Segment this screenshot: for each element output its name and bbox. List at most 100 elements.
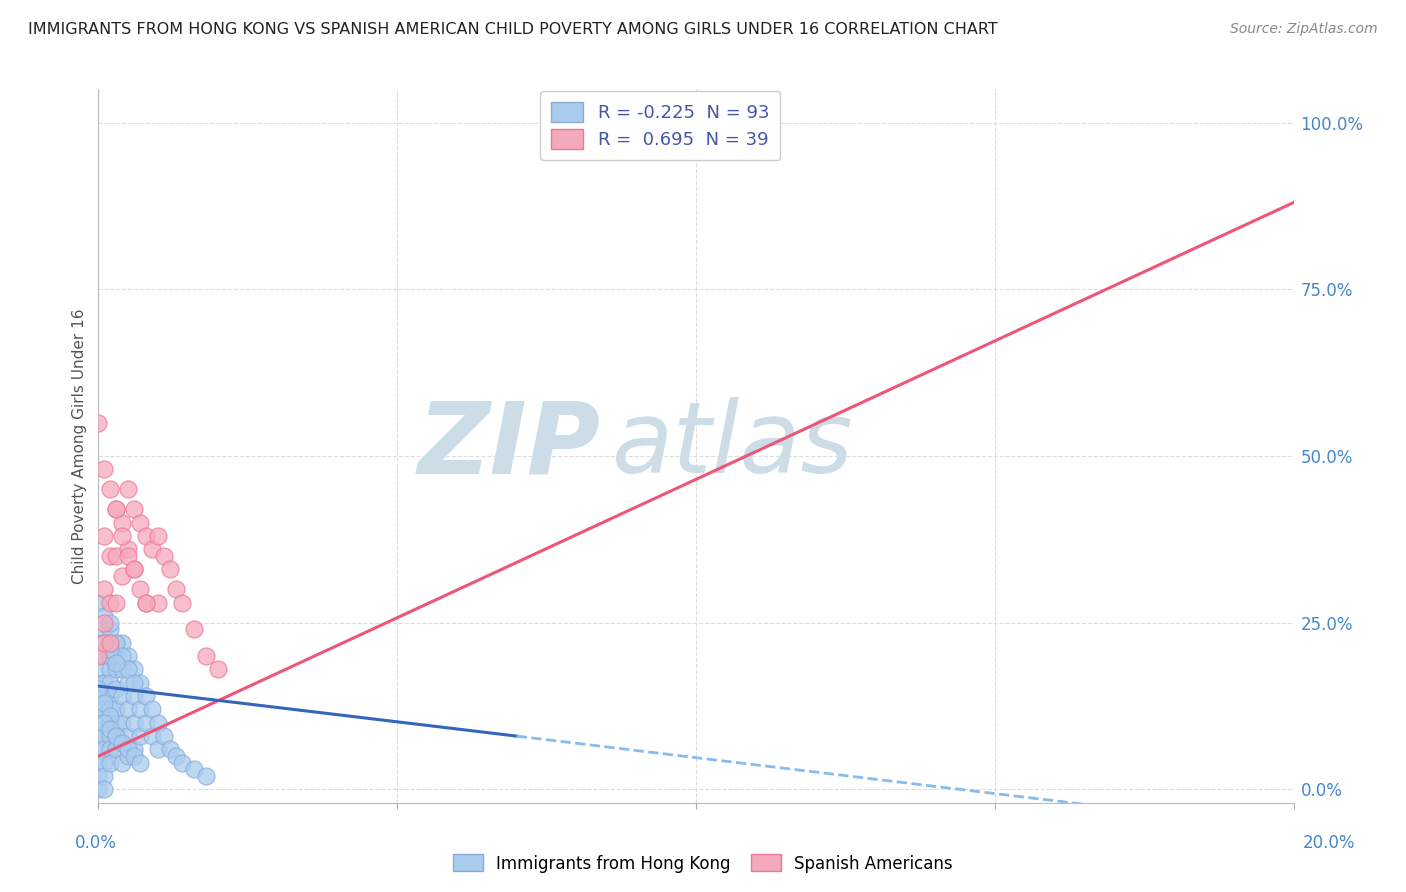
Point (117, 649, 139, 664)
Point (117, 662, 139, 676)
Point (111, 662, 134, 676)
Point (87, 596, 110, 610)
Point (111, 569, 134, 583)
Point (129, 675, 152, 690)
Point (124, 662, 146, 676)
Text: ZIP: ZIP (418, 398, 600, 494)
Point (172, 756, 194, 770)
Point (98, 715, 122, 730)
Point (117, 729, 139, 743)
Point (105, 596, 128, 610)
Point (135, 715, 157, 730)
Point (98, 689, 122, 703)
Point (93, 729, 115, 743)
Point (117, 483, 139, 497)
Point (172, 596, 194, 610)
Point (129, 516, 152, 530)
Point (87, 689, 110, 703)
Point (129, 702, 152, 716)
Point (135, 689, 157, 703)
Point (93, 462, 115, 476)
Text: 0.0%: 0.0% (75, 834, 117, 852)
Point (98, 483, 122, 497)
Point (124, 749, 146, 764)
Point (93, 615, 115, 630)
Point (183, 623, 205, 637)
Point (105, 502, 128, 516)
Point (135, 529, 157, 543)
Point (117, 542, 139, 557)
Point (195, 649, 218, 664)
Point (124, 502, 146, 516)
Point (105, 502, 128, 516)
Point (98, 642, 122, 657)
Point (117, 675, 139, 690)
Point (105, 702, 128, 716)
Point (124, 562, 146, 576)
Point (105, 682, 128, 697)
Point (111, 649, 134, 664)
Text: 20.0%: 20.0% (1302, 834, 1355, 852)
Point (93, 689, 115, 703)
Point (93, 609, 115, 624)
Point (98, 615, 122, 630)
Point (105, 742, 128, 756)
Point (98, 649, 122, 664)
Point (141, 729, 163, 743)
Legend: R = -0.225  N = 93, R =  0.695  N = 39: R = -0.225 N = 93, R = 0.695 N = 39 (540, 91, 780, 160)
Point (93, 756, 115, 770)
Point (93, 782, 115, 797)
Point (105, 636, 128, 650)
Point (105, 715, 128, 730)
Text: IMMIGRANTS FROM HONG KONG VS SPANISH AMERICAN CHILD POVERTY AMONG GIRLS UNDER 16: IMMIGRANTS FROM HONG KONG VS SPANISH AME… (28, 22, 998, 37)
Point (93, 742, 115, 756)
Point (165, 582, 187, 597)
Point (87, 756, 110, 770)
Point (111, 736, 134, 750)
Point (93, 715, 115, 730)
Point (105, 636, 128, 650)
Point (105, 729, 128, 743)
Point (105, 649, 128, 664)
Point (111, 689, 134, 703)
Point (98, 729, 122, 743)
Point (98, 702, 122, 716)
Point (153, 729, 176, 743)
Point (111, 715, 134, 730)
Point (148, 742, 170, 756)
Point (93, 675, 115, 690)
Point (93, 636, 115, 650)
Point (98, 742, 122, 756)
Point (87, 769, 110, 783)
Point (124, 715, 146, 730)
Point (98, 623, 122, 637)
Point (98, 709, 122, 723)
Text: atlas: atlas (613, 398, 853, 494)
Point (93, 636, 115, 650)
Point (135, 596, 157, 610)
Point (105, 656, 128, 670)
Point (98, 723, 122, 737)
Point (98, 596, 122, 610)
Point (87, 702, 110, 716)
Point (141, 542, 163, 557)
Point (87, 782, 110, 797)
Point (124, 689, 146, 703)
Point (129, 729, 152, 743)
Point (93, 662, 115, 676)
Point (87, 682, 110, 697)
Point (98, 636, 122, 650)
Point (93, 769, 115, 783)
Point (111, 756, 134, 770)
Point (98, 549, 122, 563)
Point (98, 756, 122, 770)
Point (93, 696, 115, 710)
Point (98, 636, 122, 650)
Point (93, 715, 115, 730)
Point (148, 596, 170, 610)
Point (135, 596, 157, 610)
Point (98, 675, 122, 690)
Point (93, 702, 115, 716)
Point (93, 623, 115, 637)
Point (111, 736, 134, 750)
